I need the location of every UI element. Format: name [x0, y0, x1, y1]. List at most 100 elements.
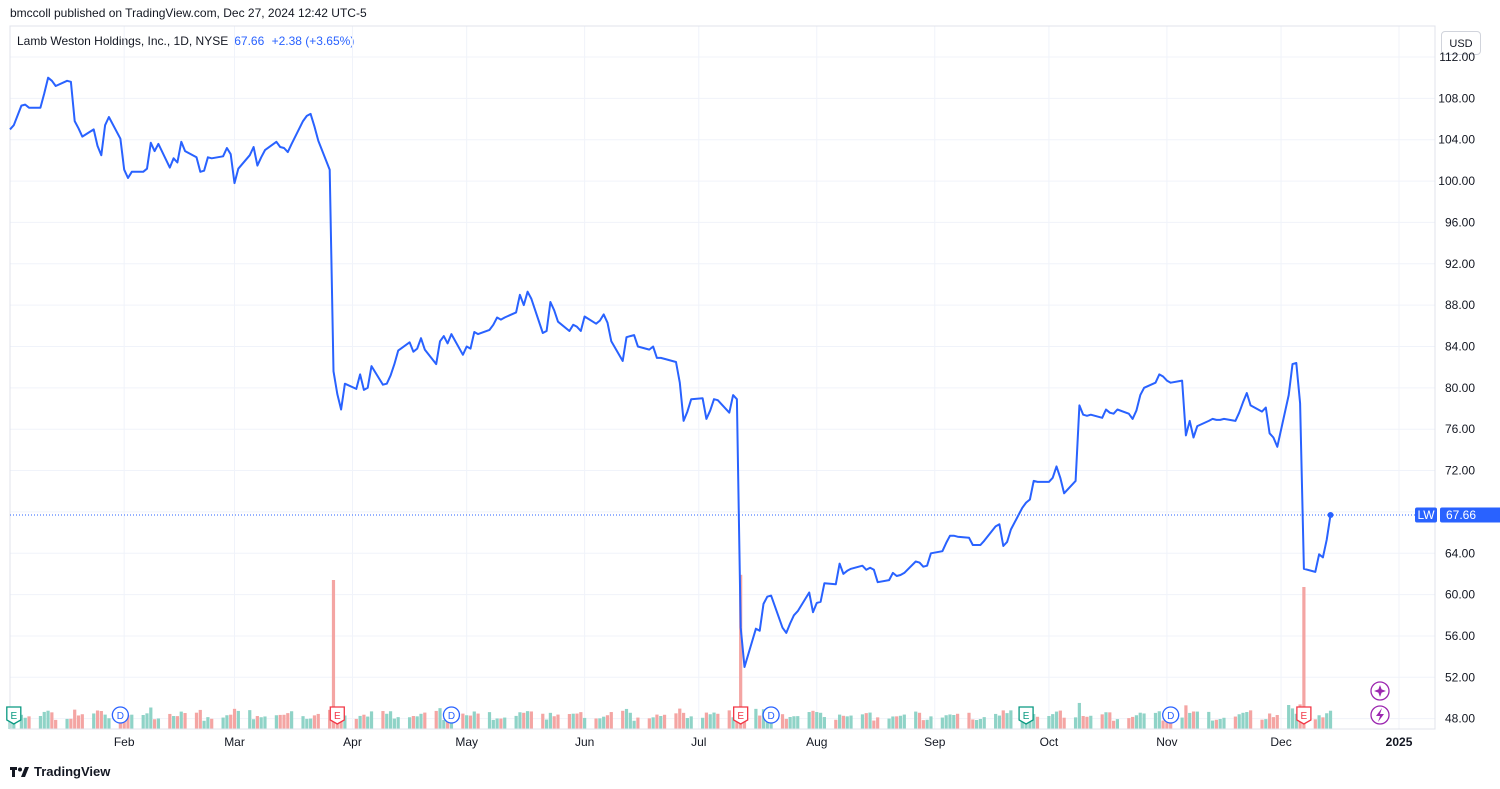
volume-bar	[860, 714, 865, 729]
svg-text:E: E	[1301, 711, 1308, 722]
volume-bar	[818, 712, 823, 729]
y-tick-label: 56.00	[1445, 629, 1475, 643]
volume-bar	[468, 715, 473, 729]
volume-bar	[229, 714, 233, 729]
volume-bar	[571, 713, 575, 729]
volume-bar	[834, 719, 838, 729]
volume-bar	[274, 715, 278, 729]
volume-bar	[1127, 718, 1131, 729]
svg-text:D: D	[1167, 711, 1174, 722]
volume-bar	[971, 719, 975, 729]
x-tick-label: Aug	[806, 735, 827, 749]
volume-bar	[716, 713, 720, 729]
svg-text:E: E	[10, 711, 17, 722]
volume-bar	[278, 714, 282, 729]
volume-bar	[1222, 717, 1226, 729]
volume-bar	[1153, 712, 1158, 729]
volume-bar	[1054, 711, 1059, 729]
currency-button[interactable]: USD	[1441, 31, 1481, 55]
volume-bar	[552, 716, 556, 729]
volume-bar	[982, 717, 986, 729]
volume-bar	[423, 712, 427, 729]
volume-bar	[849, 715, 853, 729]
dividend-marker[interactable]: D	[762, 706, 780, 724]
y-tick-label: 76.00	[1445, 422, 1475, 436]
volume-bar	[704, 712, 709, 729]
price-badge-symbol: LW	[1417, 508, 1435, 522]
x-tick-label: Dec	[1270, 735, 1291, 749]
volume-bar	[605, 715, 610, 729]
volume-bar	[1089, 715, 1093, 729]
volume-bar	[739, 574, 743, 729]
volume-bar	[415, 716, 419, 729]
volume-bar	[895, 716, 899, 729]
dividend-marker[interactable]: D	[111, 706, 130, 724]
volume-bar	[925, 719, 929, 729]
volume-bar	[674, 713, 678, 729]
volume-bar	[472, 711, 476, 729]
x-tick-label: Nov	[1156, 735, 1177, 749]
volume-bar	[103, 714, 107, 729]
volume-bar	[95, 710, 100, 729]
volume-bar	[708, 714, 712, 729]
volume-bar	[54, 719, 58, 729]
volume-bar	[1287, 705, 1291, 729]
volume-bar	[1317, 715, 1321, 729]
volume-bar	[1081, 716, 1085, 729]
volume-bar	[655, 714, 659, 729]
volume-bar	[358, 715, 362, 729]
volume-bar	[1051, 714, 1055, 729]
volume-bar	[1020, 716, 1024, 729]
tradingview-logo[interactable]: TradingView	[10, 762, 110, 782]
y-tick-label: 60.00	[1445, 588, 1475, 602]
flash-icon[interactable]	[1370, 705, 1390, 725]
volume-bar	[1009, 710, 1013, 729]
volume-bar	[259, 717, 263, 729]
volume-bar	[80, 714, 84, 729]
volume-bar	[647, 718, 651, 729]
volume-bar	[1157, 711, 1161, 729]
volume-bar	[1047, 716, 1051, 729]
volume-bar	[23, 717, 27, 729]
volume-bar	[685, 718, 689, 729]
earnings-marker[interactable]: E	[6, 706, 22, 725]
x-tick-label: Jun	[575, 735, 594, 749]
volume-bar	[940, 717, 944, 729]
volume-bar	[628, 712, 632, 729]
volume-bar	[286, 713, 290, 729]
x-tick-label: Apr	[343, 735, 362, 749]
volume-bar	[290, 711, 294, 729]
volume-bar	[955, 713, 960, 729]
volume-bar	[1233, 716, 1237, 729]
volume-bar	[1328, 710, 1333, 729]
volume-bar	[1237, 714, 1241, 729]
volume-bar	[331, 580, 336, 729]
ideas-icon[interactable]	[1370, 681, 1390, 701]
volume-bar	[583, 717, 587, 729]
volume-bar	[948, 714, 952, 729]
volume-bar	[1035, 716, 1040, 729]
volume-bar	[518, 712, 522, 729]
earnings-marker[interactable]: E	[733, 706, 749, 725]
volume-bar	[735, 719, 739, 729]
y-tick-label: 108.00	[1438, 91, 1475, 105]
dividend-marker[interactable]: D	[442, 706, 461, 724]
volume-bar	[1264, 719, 1268, 729]
earnings-marker[interactable]: E	[329, 706, 345, 725]
volume-bar	[499, 718, 503, 729]
volume-bar	[438, 708, 442, 729]
volume-bar	[1161, 720, 1165, 729]
volume-bar	[594, 718, 598, 729]
dividend-marker[interactable]: D	[1162, 706, 1180, 724]
volume-bar	[997, 715, 1002, 729]
earnings-marker[interactable]: E	[1296, 706, 1312, 725]
volume-bar	[1073, 717, 1078, 729]
volume-bar	[503, 717, 507, 729]
volume-bar	[514, 715, 518, 729]
volume-bar	[210, 718, 214, 729]
volume-bar	[366, 716, 370, 729]
volume-bar	[1302, 587, 1306, 729]
earnings-marker[interactable]: E	[1018, 706, 1034, 725]
volume-bar	[1321, 717, 1325, 729]
